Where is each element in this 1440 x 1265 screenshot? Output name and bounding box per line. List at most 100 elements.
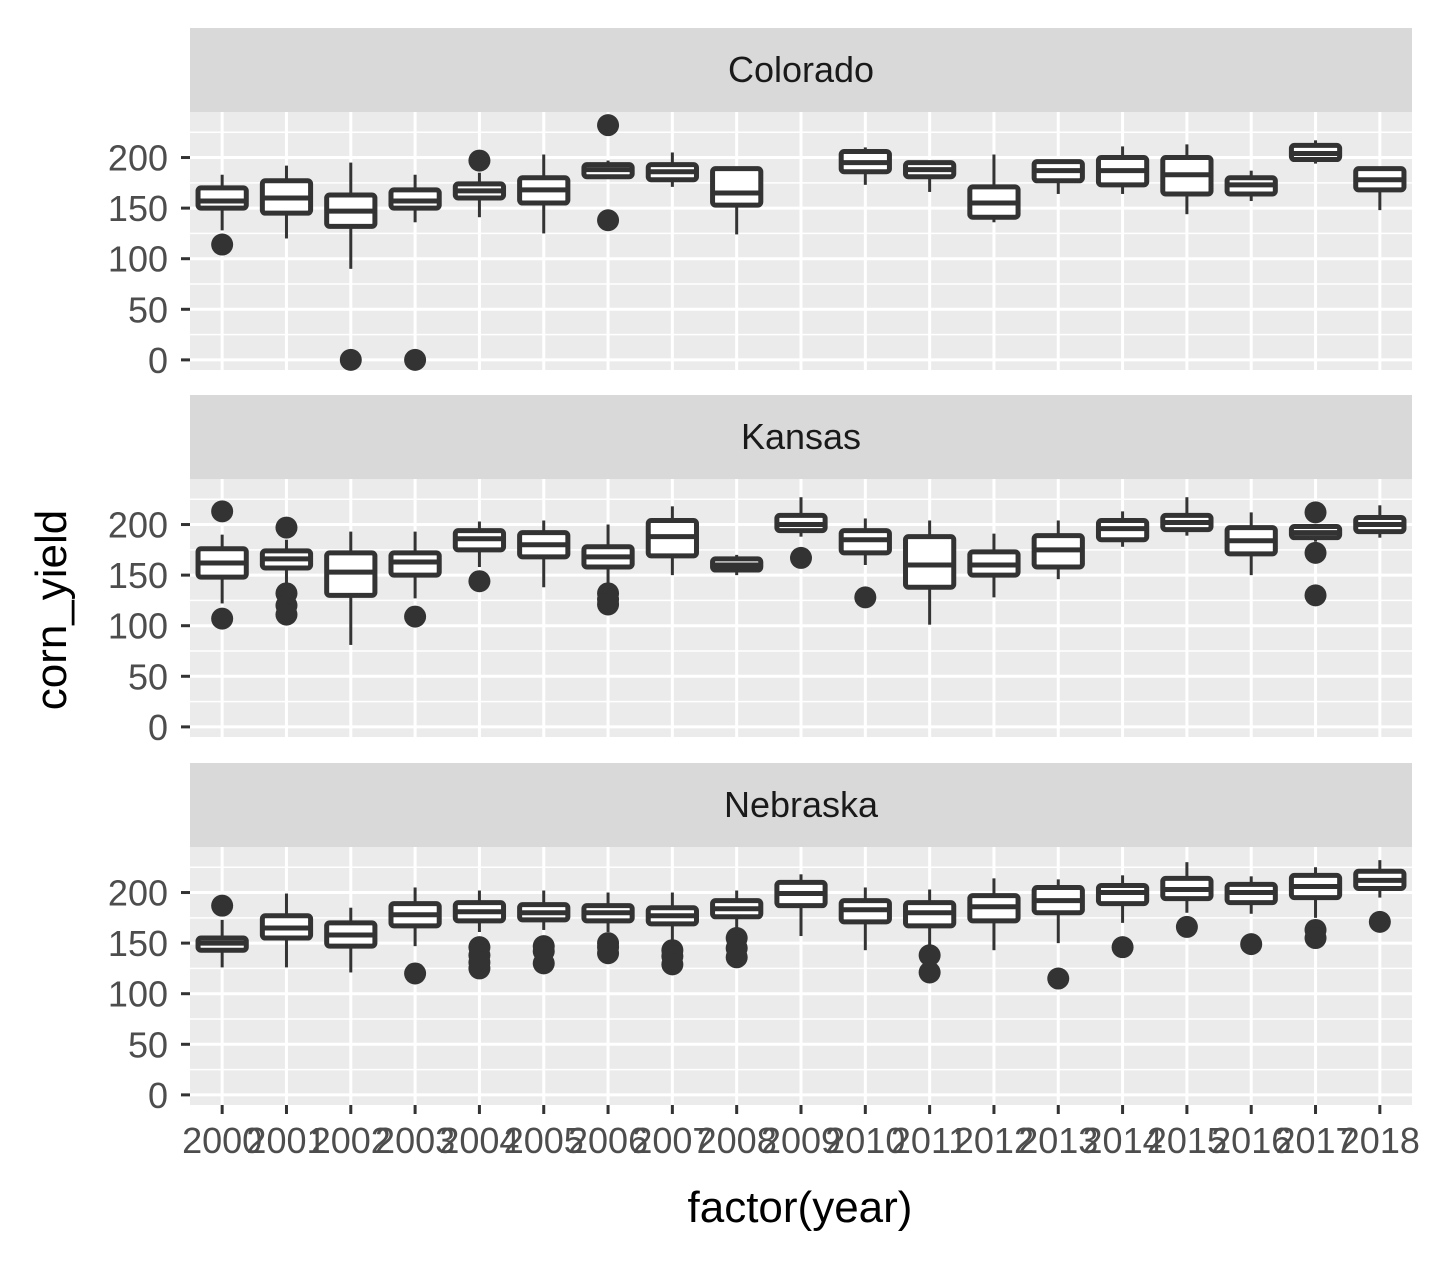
facet-strip: [190, 763, 1412, 847]
y-tick-label: 50: [128, 1024, 168, 1065]
boxplot-2008: [710, 166, 764, 235]
boxplot-2013: [1031, 879, 1085, 990]
facet-strip: [190, 395, 1412, 479]
x-tick-label: 2003: [375, 1120, 455, 1161]
boxplot-2011: [903, 889, 957, 984]
boxplot-2003: [388, 174, 442, 371]
boxplot-2012: [967, 533, 1021, 598]
boxplot-2017: [1288, 867, 1343, 950]
boxplot-2016: [1224, 170, 1278, 202]
outlier-point: [339, 348, 362, 371]
facet-panels: Colorado050100150200Kansas050100150200Ne…: [108, 28, 1412, 1116]
boxplot-2010: [838, 518, 892, 609]
facet-colorado: Colorado 0 50 100 150 200: [108, 28, 1412, 381]
boxplot-2015: [1160, 497, 1214, 536]
x-tick-label: 2018: [1340, 1120, 1420, 1161]
boxplot-2015: [1160, 862, 1214, 938]
boxplot-2002: [324, 907, 378, 973]
x-tick-label: 2007: [632, 1120, 712, 1161]
x-tick-label: 2006: [568, 1120, 648, 1161]
outlier-point: [211, 500, 234, 523]
outlier-point: [275, 603, 298, 626]
outlier-point: [725, 946, 748, 969]
outlier-point: [1047, 967, 1070, 990]
boxplot-2007: [645, 892, 699, 976]
box: [195, 185, 249, 211]
boxplot-2017: [1288, 501, 1343, 607]
outlier-point: [468, 957, 491, 980]
outlier-point: [468, 149, 491, 172]
x-tick-label: 2015: [1147, 1120, 1227, 1161]
boxplot-2008: [710, 554, 764, 576]
outlier-point: [1304, 927, 1327, 950]
boxplot-2016: [1224, 512, 1278, 576]
facet-nebraska: Nebraska 0 50 100 150 200: [108, 763, 1412, 1116]
outlier-point: [1304, 541, 1327, 564]
boxplot-2015: [1160, 144, 1214, 215]
boxplot-2000: [195, 174, 249, 256]
facet-strip: [190, 28, 1412, 112]
boxplot-2000: [195, 894, 249, 968]
outlier-point: [1304, 584, 1327, 607]
outlier-point: [918, 961, 941, 984]
outlier-point: [275, 516, 298, 539]
boxplot-2009: [774, 497, 828, 569]
x-tick-label: 2001: [246, 1120, 326, 1161]
x-tick-label: 2009: [761, 1120, 841, 1161]
outlier-point: [597, 114, 620, 137]
boxplot-2005: [517, 154, 571, 234]
boxplot-2010: [838, 887, 892, 951]
outlier-point: [790, 546, 812, 569]
boxplot-2012: [967, 154, 1021, 223]
boxplot-2012: [967, 878, 1021, 951]
boxplot-2002: [324, 531, 378, 645]
boxplot-2004: [452, 149, 507, 218]
boxplot-2011: [903, 160, 957, 192]
x-tick-label: 2014: [1083, 1120, 1163, 1161]
facet-strip-label: Nebraska: [724, 784, 879, 825]
y-axis-title: corn_yield: [27, 510, 76, 711]
boxplot-2013: [1031, 159, 1085, 194]
y-tick-label: 100: [108, 974, 168, 1015]
box: [710, 166, 764, 208]
boxplot-2004: [452, 890, 507, 980]
outlier-point: [854, 586, 877, 609]
outlier-point: [1368, 910, 1391, 933]
x-tick-label: 2004: [439, 1120, 519, 1161]
boxplot-2006: [581, 892, 635, 965]
boxplot-2018: [1353, 505, 1407, 538]
x-tick-label: 2017: [1275, 1120, 1355, 1161]
y-tick-label: 100: [108, 239, 168, 280]
boxplot-2018: [1353, 166, 1407, 211]
outlier-point: [468, 570, 491, 593]
outlier-point: [597, 942, 620, 965]
y-tick-label: 0: [148, 1075, 168, 1116]
boxplot-2008: [710, 890, 764, 969]
boxplot-2005: [517, 890, 571, 975]
x-axis-title: factor(year): [688, 1183, 913, 1232]
x-tick-label: 2002: [311, 1120, 391, 1161]
boxplot-2003: [388, 887, 442, 985]
y-tick-label: 0: [148, 707, 168, 748]
outlier-point: [404, 962, 427, 985]
facet-strip-label: Colorado: [728, 49, 874, 90]
boxplot-2004: [452, 521, 507, 593]
y-tick-label: 150: [108, 188, 168, 229]
outlier-point: [1240, 933, 1263, 956]
boxplot-2001: [259, 893, 314, 968]
boxplot-2016: [1224, 876, 1278, 956]
boxplot-2014: [1095, 146, 1150, 194]
y-tick-label: 50: [128, 656, 168, 697]
y-tick-label: 200: [108, 138, 168, 179]
x-tick-label: 2005: [504, 1120, 584, 1161]
outlier-point: [211, 894, 234, 917]
boxplot-2007: [645, 506, 699, 576]
y-tick-label: 200: [108, 873, 168, 914]
x-tick-label: 2011: [891, 1120, 968, 1161]
y-tick-label: 100: [108, 606, 168, 647]
boxplot-2005: [517, 520, 571, 588]
outlier-point: [1111, 936, 1134, 959]
boxplot-2014: [1095, 875, 1150, 959]
